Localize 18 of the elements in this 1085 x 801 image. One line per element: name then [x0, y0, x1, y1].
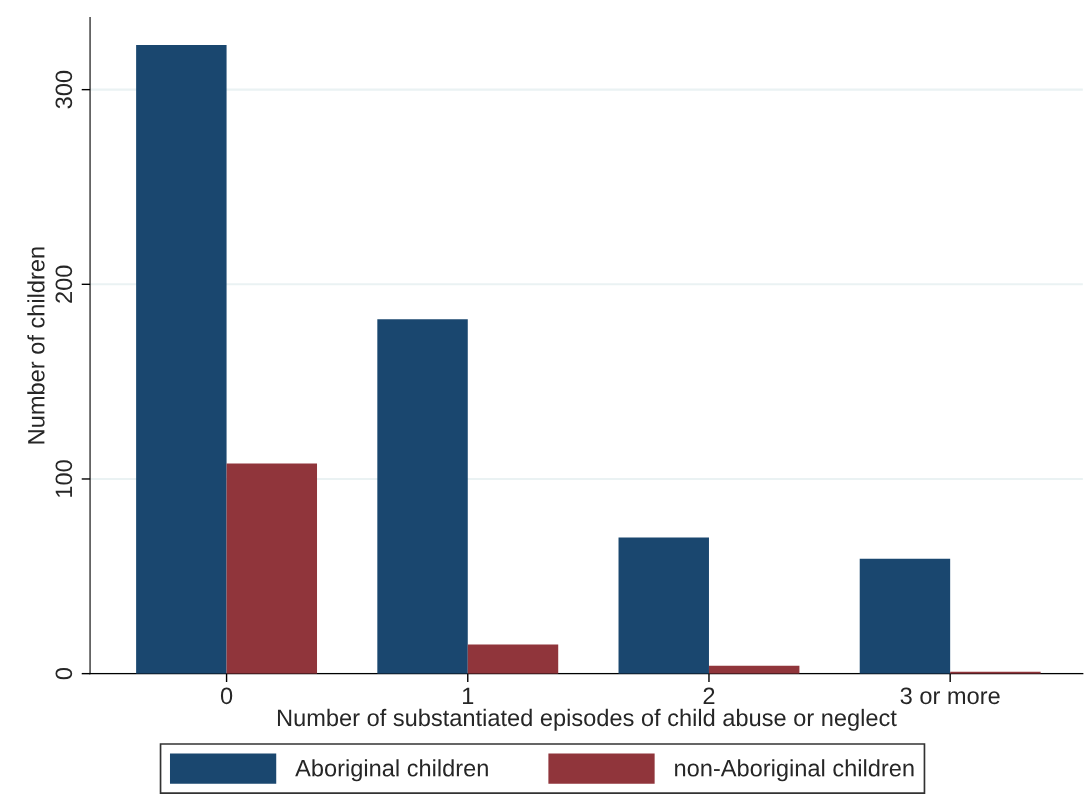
bar — [467, 644, 559, 674]
legend-label: non-Aboriginal children — [675, 759, 914, 782]
bar — [618, 537, 709, 674]
y-tick-label: 300 — [55, 70, 73, 109]
x-tick-label: 2 — [703, 687, 715, 704]
x-tick-label: 0 — [220, 687, 233, 705]
legend-label: Aboriginal children — [295, 759, 488, 782]
bar — [377, 319, 468, 674]
bar — [859, 558, 951, 674]
y-tick-label: 200 — [55, 265, 73, 303]
bar — [136, 44, 227, 674]
x-tick-label: 1 — [463, 687, 474, 704]
x-axis-title: Number of substantiated episodes of child abuse or neglect — [277, 708, 897, 731]
bar — [226, 463, 318, 674]
y-axis-title: Number of children — [27, 247, 45, 444]
y-tick-label: 100 — [55, 460, 73, 497]
y-tick-label: 0 — [55, 668, 73, 680]
x-tick-label: 3 or more — [900, 687, 1000, 705]
